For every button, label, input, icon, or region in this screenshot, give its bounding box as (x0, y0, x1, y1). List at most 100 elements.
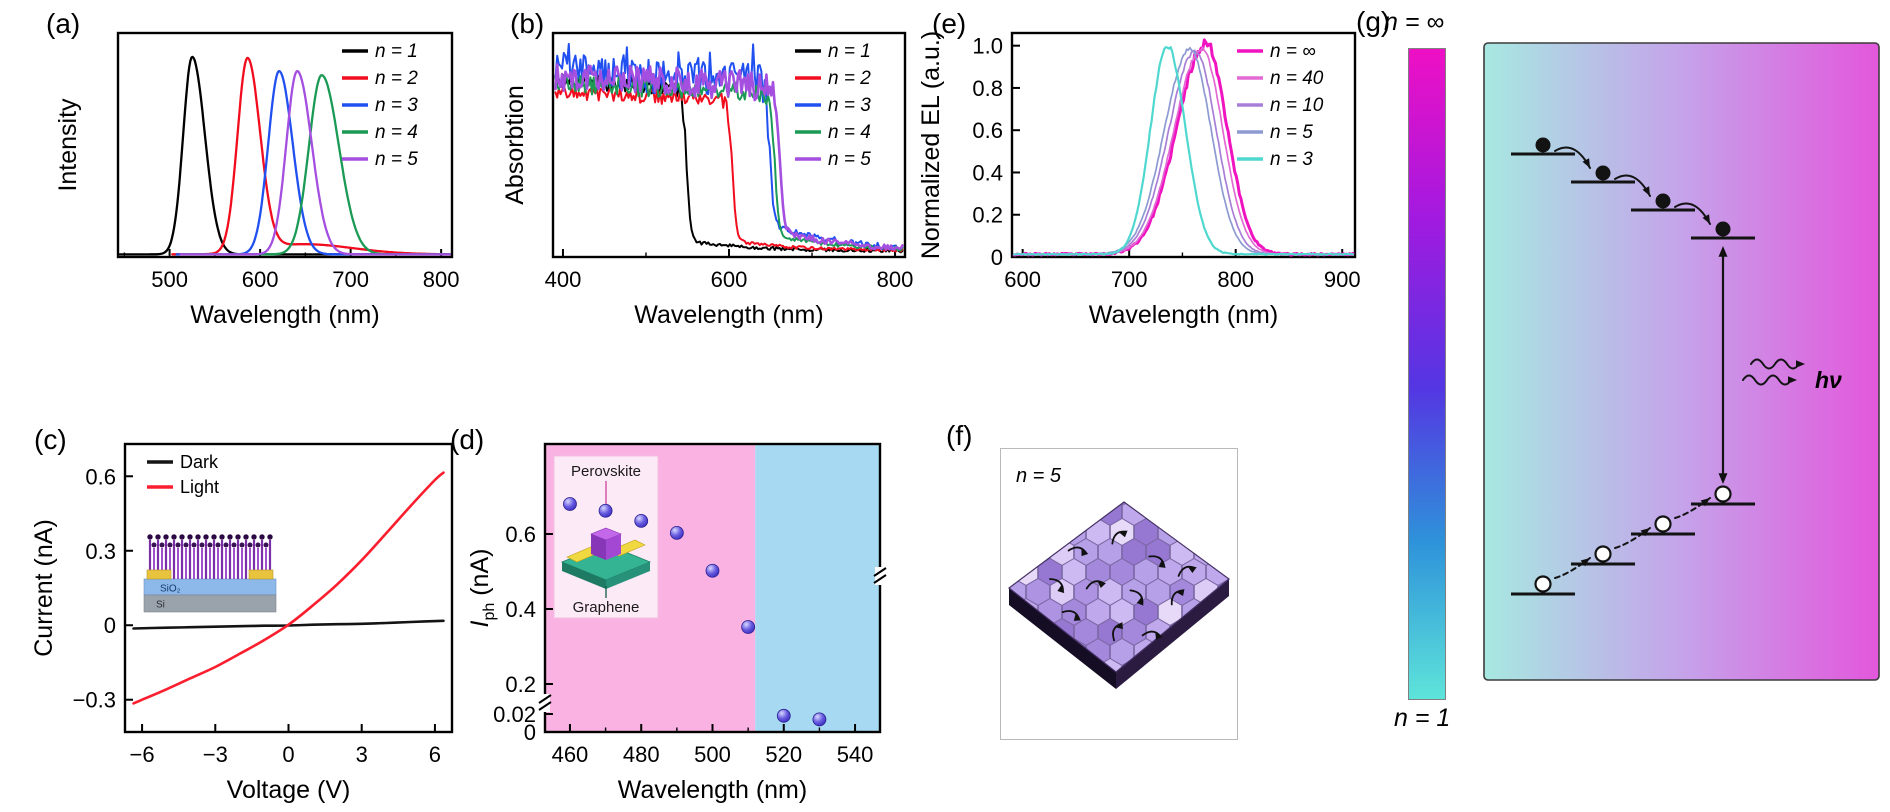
legend: n = 1 n = 2 n = 3 n = 4 n = 5 (795, 41, 871, 170)
axes: 500 600 700 800 Wavelength (nm) Intensity (54, 31, 460, 329)
n5-label: n = 5 (1016, 465, 1062, 487)
x-axis-label: Voltage (V) (227, 776, 351, 804)
panel-label-e: (e) (932, 8, 967, 39)
axes: 400 600 800 Wavelength (nm) Absorbtion (501, 31, 913, 329)
electron (1535, 137, 1551, 153)
svg-text:0.6: 0.6 (505, 522, 536, 547)
svg-text:0.6: 0.6 (85, 464, 116, 489)
svg-text:n = 10: n = 10 (1270, 95, 1324, 116)
colorbar-bottom-label: n = 1 (1394, 704, 1451, 732)
series (118, 55, 452, 256)
svg-text:0.8: 0.8 (972, 76, 1003, 101)
colorbar (1408, 48, 1446, 700)
panel-label-b: (b) (510, 8, 545, 39)
svg-text:SiO₂: SiO₂ (160, 584, 181, 595)
hole (1714, 485, 1732, 503)
diagram-box (1483, 42, 1880, 681)
svg-text:0: 0 (991, 245, 1003, 270)
panel-label-a: (a) (46, 8, 81, 39)
chart-pl-spectra: 500 600 700 800 Wavelength (nm) Intensity n = … (54, 31, 460, 329)
y-axis-label: Iph (nA) (466, 549, 498, 628)
x-axis-label: Wavelength (nm) (190, 301, 379, 329)
hole (1654, 515, 1672, 533)
electron (1595, 165, 1611, 181)
svg-text:500: 500 (694, 742, 731, 767)
svg-text:6: 6 (429, 742, 441, 767)
hop-arrows (1554, 146, 1711, 579)
svg-text:−3: −3 (203, 742, 228, 767)
svg-text:Light: Light (180, 477, 219, 497)
svg-text:n = 5: n = 5 (828, 149, 871, 170)
electron (1715, 221, 1731, 237)
svg-text:Si: Si (156, 600, 165, 611)
slab-side-right (1116, 579, 1229, 689)
plot-frame (123, 442, 454, 734)
colorbar-top-label: n = ∞ (1384, 8, 1445, 36)
svg-text:0.02: 0.02 (493, 702, 536, 727)
hole (1594, 545, 1612, 563)
plot-frame (551, 31, 907, 259)
grain-arrows (1049, 530, 1197, 642)
data-point (705, 563, 720, 578)
grain-image: n = 5 (1000, 448, 1238, 740)
svg-text:n = 4: n = 4 (828, 122, 871, 143)
panel-label-d: (d) (450, 424, 485, 455)
legend: n = ∞ n = 40 n = 10 n = 5 n = 3 (1237, 41, 1324, 170)
svg-text:−6: −6 (130, 742, 155, 767)
hole (1534, 575, 1552, 593)
svg-text:480: 480 (623, 742, 660, 767)
panel-label-f: (f) (946, 420, 973, 451)
series-Light (132, 471, 445, 705)
series-n = 2 (554, 84, 904, 253)
svg-text:0.3: 0.3 (85, 539, 116, 564)
svg-text:n = 5: n = 5 (1270, 122, 1313, 143)
svg-text:0.4: 0.4 (972, 160, 1003, 185)
series (1012, 38, 1355, 257)
graphene-label: Graphene (573, 599, 640, 616)
data-points (563, 497, 827, 727)
x-axis-label: Wavelength (nm) (618, 776, 807, 804)
svg-text:n = 40: n = 40 (1270, 68, 1324, 89)
svg-text:800: 800 (423, 267, 460, 292)
chart-photocurrent: Perovskite Graphene 460 480 500 520 540 0.6 0.4 0… (466, 442, 887, 804)
svg-text:600: 600 (711, 267, 748, 292)
data-point (598, 503, 613, 518)
panel-label-c: (c) (34, 424, 67, 455)
svg-text:n = 1: n = 1 (828, 41, 871, 62)
axes: 600 700 800 900 0 0.2 0.4 0.6 0.8 1.0 Wavelength (… (917, 31, 1361, 329)
svg-text:n = 3: n = 3 (375, 95, 418, 116)
device-inset: SiO₂ Si (143, 534, 277, 613)
y-axis-label: Absorbtion (501, 85, 529, 205)
y-axis-label: Intensity (54, 98, 82, 192)
axes: 460 480 500 520 540 0.6 0.4 0.2 0.020 Wavelength … (466, 442, 887, 804)
svg-text:460: 460 (552, 742, 589, 767)
svg-text:700: 700 (1111, 267, 1148, 292)
data-point (812, 712, 827, 727)
series-n = 5 (554, 63, 904, 251)
electron (1655, 193, 1671, 209)
slab-side-left (1009, 588, 1116, 689)
device-inset: Perovskite Graphene (553, 455, 659, 619)
svg-text:0: 0 (282, 742, 294, 767)
legend: Dark Light (147, 452, 219, 497)
chart-iv-curve: −6 −3 0 3 6 −0.3 0 0.3 0.6 Voltage (V) Current (nA… (30, 442, 454, 804)
plot-frame (543, 442, 882, 734)
svg-text:600: 600 (1004, 267, 1041, 292)
data-point (741, 620, 756, 634)
x-axis-label: Wavelength (nm) (1089, 301, 1278, 329)
panel-label-g: (g) (1356, 6, 1391, 37)
y-axis-label: Normalized EL (a.u.) (917, 31, 945, 259)
plot-frame (116, 31, 454, 259)
svg-text:0.4: 0.4 (505, 597, 536, 622)
svg-text:n = 1: n = 1 (375, 41, 418, 62)
svg-text:0.2: 0.2 (505, 672, 536, 697)
legend: n = 1 n = 2 n = 3 n = 4 n = 5 (342, 41, 418, 170)
svg-text:540: 540 (837, 742, 874, 767)
data-point (669, 525, 684, 540)
svg-text:900: 900 (1324, 267, 1361, 292)
svg-text:n = 3: n = 3 (1270, 149, 1313, 170)
svg-text:3: 3 (356, 742, 368, 767)
data-point (563, 497, 577, 511)
